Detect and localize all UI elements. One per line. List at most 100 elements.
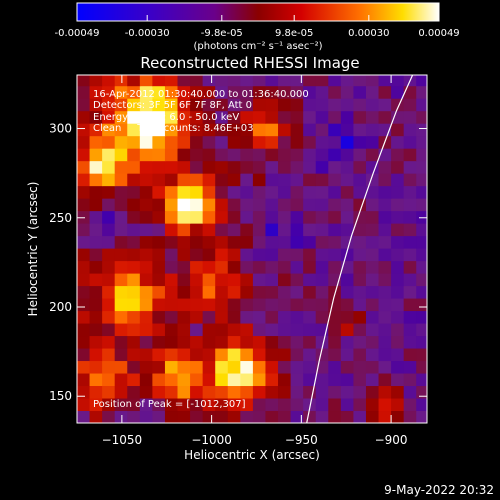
heatmap-cell bbox=[378, 223, 392, 237]
heatmap-cell bbox=[77, 285, 91, 299]
heatmap-cell bbox=[139, 235, 153, 249]
heatmap-cell bbox=[391, 148, 405, 162]
heatmap-cell bbox=[202, 298, 216, 312]
heatmap-cell bbox=[139, 260, 153, 274]
date-stamp: 9-May-2022 20:32 bbox=[384, 483, 494, 497]
heatmap-cell bbox=[328, 398, 342, 412]
heatmap-cell bbox=[290, 75, 304, 87]
heatmap-cell bbox=[215, 75, 229, 87]
heatmap-cell bbox=[290, 135, 304, 149]
heatmap-cell bbox=[177, 373, 191, 387]
heatmap-cell bbox=[202, 223, 216, 237]
heatmap-cell bbox=[177, 198, 191, 212]
heatmap-cell bbox=[315, 123, 329, 137]
heatmap-cell bbox=[102, 98, 116, 112]
heatmap-cell bbox=[164, 235, 179, 249]
x-tick-label: −950 bbox=[285, 433, 318, 447]
heatmap-cell bbox=[365, 385, 380, 399]
heatmap-cell bbox=[252, 410, 266, 423]
heatmap-cell bbox=[215, 285, 229, 299]
heatmap-cell bbox=[278, 385, 292, 399]
heatmap-cell bbox=[227, 323, 241, 337]
heatmap-cell bbox=[328, 335, 342, 349]
heatmap-cell bbox=[403, 198, 417, 212]
heatmap-cell bbox=[416, 223, 427, 237]
heatmap-cell bbox=[290, 260, 304, 274]
heatmap-cell bbox=[265, 198, 279, 212]
heatmap-cell bbox=[164, 110, 179, 124]
heatmap-cell bbox=[365, 310, 380, 324]
heatmap-cell bbox=[215, 185, 229, 199]
heatmap-cell bbox=[340, 223, 354, 237]
heatmap-cell bbox=[202, 98, 216, 112]
heatmap-cell bbox=[215, 223, 229, 237]
heatmap-cell bbox=[416, 135, 427, 149]
heatmap-cell bbox=[252, 123, 266, 137]
heatmap-cell bbox=[240, 210, 254, 224]
heatmap-cell bbox=[391, 85, 405, 99]
heatmap-cell bbox=[227, 210, 241, 224]
heatmap-cell bbox=[240, 273, 254, 287]
heatmap-cell bbox=[365, 273, 380, 287]
heatmap-cell bbox=[416, 273, 427, 287]
heatmap-cell bbox=[315, 75, 329, 87]
heatmap-cell bbox=[152, 298, 166, 312]
heatmap-cell bbox=[353, 360, 367, 374]
heatmap-cell bbox=[202, 210, 216, 224]
solar-limb-curve bbox=[306, 75, 414, 423]
heatmap-cell bbox=[164, 160, 179, 174]
heatmap-cell bbox=[114, 75, 128, 87]
heatmap-cell bbox=[365, 348, 380, 362]
heatmap-cell bbox=[378, 410, 392, 423]
heatmap-cell bbox=[252, 235, 266, 249]
heatmap-cell bbox=[202, 85, 216, 99]
heatmap-cell bbox=[328, 360, 342, 374]
heatmap-cell bbox=[177, 85, 191, 99]
heatmap-cell bbox=[77, 210, 91, 224]
heatmap-cell bbox=[265, 298, 279, 312]
heatmap-cell bbox=[315, 160, 329, 174]
heatmap-cell bbox=[114, 223, 128, 237]
heatmap-cell bbox=[77, 410, 91, 423]
heatmap-cell bbox=[164, 285, 179, 299]
heatmap-cell bbox=[89, 173, 103, 187]
heatmap-cell bbox=[240, 123, 254, 137]
heatmap-cell bbox=[89, 135, 103, 149]
heatmap-cell bbox=[265, 373, 279, 387]
heatmap-cell bbox=[240, 335, 254, 349]
heatmap-cell bbox=[164, 385, 179, 399]
heatmap-cell bbox=[315, 285, 329, 299]
heatmap-cell bbox=[416, 85, 427, 99]
heatmap-cell bbox=[77, 373, 91, 387]
heatmap-cell bbox=[164, 298, 179, 312]
heatmap-cell bbox=[114, 198, 128, 212]
heatmap-cell bbox=[340, 398, 354, 412]
heatmap-cell bbox=[265, 335, 279, 349]
heatmap-cell bbox=[278, 148, 292, 162]
heatmap-cell bbox=[202, 260, 216, 274]
x-tick-label: −1050 bbox=[102, 433, 143, 447]
heatmap-cell bbox=[416, 260, 427, 274]
heatmap-cell bbox=[252, 110, 266, 124]
heatmap-cell bbox=[102, 323, 116, 337]
heatmap-cell bbox=[403, 348, 417, 362]
heatmap-cell bbox=[202, 110, 216, 124]
heatmap-cell bbox=[365, 85, 380, 99]
heatmap-cell bbox=[328, 148, 342, 162]
heatmap-cell bbox=[403, 135, 417, 149]
heatmap-cell bbox=[315, 373, 329, 387]
heatmap-cell bbox=[265, 310, 279, 324]
chart-title: Reconstructed RHESSI Image bbox=[140, 54, 359, 72]
heatmap-cell bbox=[177, 148, 191, 162]
heatmap-cell bbox=[303, 148, 317, 162]
heatmap-cell bbox=[114, 385, 128, 399]
heatmap-cell bbox=[190, 160, 204, 174]
heatmap-cell bbox=[127, 335, 141, 349]
heatmap-cell bbox=[215, 298, 229, 312]
heatmap-cell bbox=[102, 185, 116, 199]
heatmap-cell bbox=[403, 248, 417, 262]
heatmap-cell bbox=[190, 410, 204, 423]
heatmap-cell bbox=[215, 173, 229, 187]
annotation-clean: Clean Total counts: 8.46E+03 bbox=[93, 123, 253, 134]
heatmap-cell bbox=[378, 173, 392, 187]
